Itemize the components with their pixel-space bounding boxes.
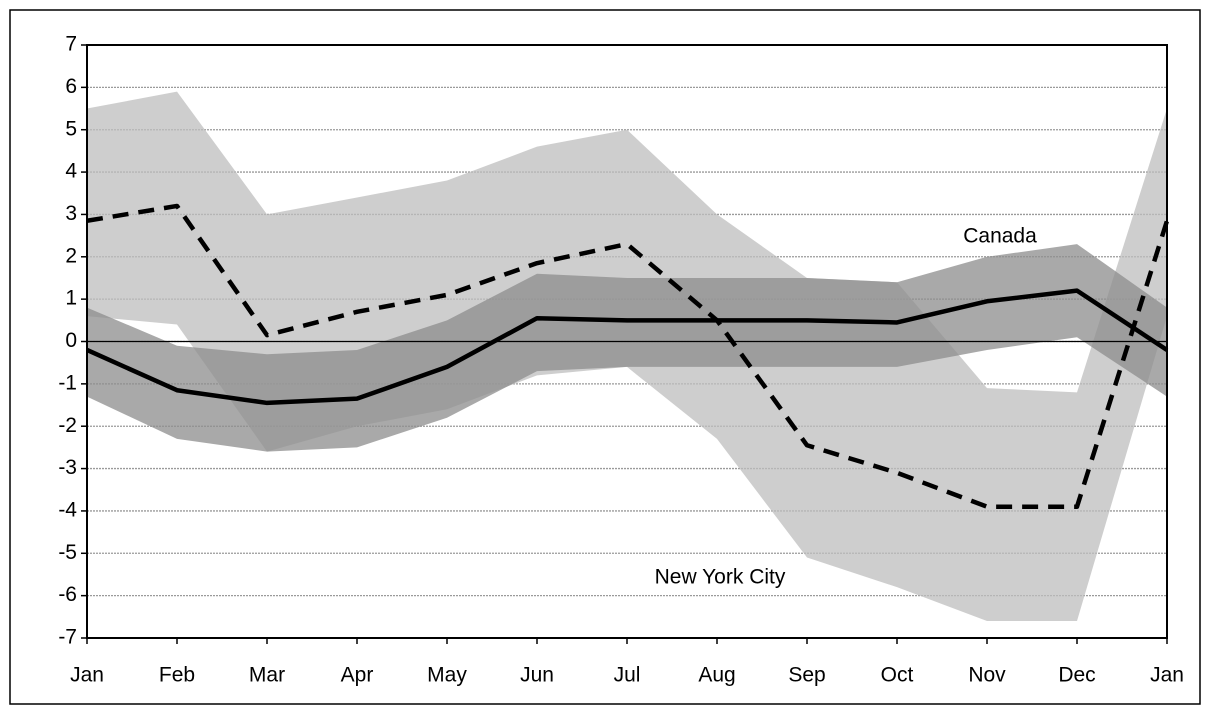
y-tick-label: -5	[58, 541, 77, 564]
y-tick-label: 0	[65, 329, 77, 352]
y-tick-label: -1	[58, 371, 77, 394]
y-tick-label: -6	[58, 583, 77, 606]
x-tick-label: Dec	[1058, 664, 1095, 687]
frame	[9, 9, 1201, 705]
y-tick-label: -3	[58, 456, 77, 479]
x-tick-label: Nov	[968, 664, 1006, 687]
y-tick-label: -4	[58, 498, 77, 521]
y-tick-label: 4	[65, 160, 77, 183]
y-tick-label: 7	[65, 33, 77, 56]
y-tick-label: 5	[65, 117, 77, 140]
series-label: New York City	[655, 566, 786, 589]
x-tick-label: Feb	[159, 664, 195, 687]
x-tick-label: Jan	[70, 664, 104, 687]
y-tick-label: 6	[65, 75, 77, 98]
series-label: Canada	[963, 225, 1037, 248]
line	[86, 203, 1170, 509]
x-tick-label: Sep	[788, 664, 825, 687]
y-tick-label: -7	[58, 626, 77, 649]
x-tick-label: Oct	[881, 664, 914, 687]
x-tick-label: Aug	[698, 664, 735, 687]
x-tick-label: Mar	[249, 664, 285, 687]
x-tick-label: Jun	[520, 664, 554, 687]
y-tick-label: 3	[65, 202, 77, 225]
y-tick-label: 1	[65, 287, 77, 310]
x-tick-label: Jan	[1150, 664, 1184, 687]
x-tick-label: Jul	[614, 664, 641, 687]
line	[86, 288, 1169, 406]
x-tick-label: Apr	[341, 664, 374, 687]
x-tick-label: May	[427, 664, 467, 687]
y-tick-label: 2	[65, 244, 77, 267]
y-tick-label: -2	[58, 414, 77, 437]
